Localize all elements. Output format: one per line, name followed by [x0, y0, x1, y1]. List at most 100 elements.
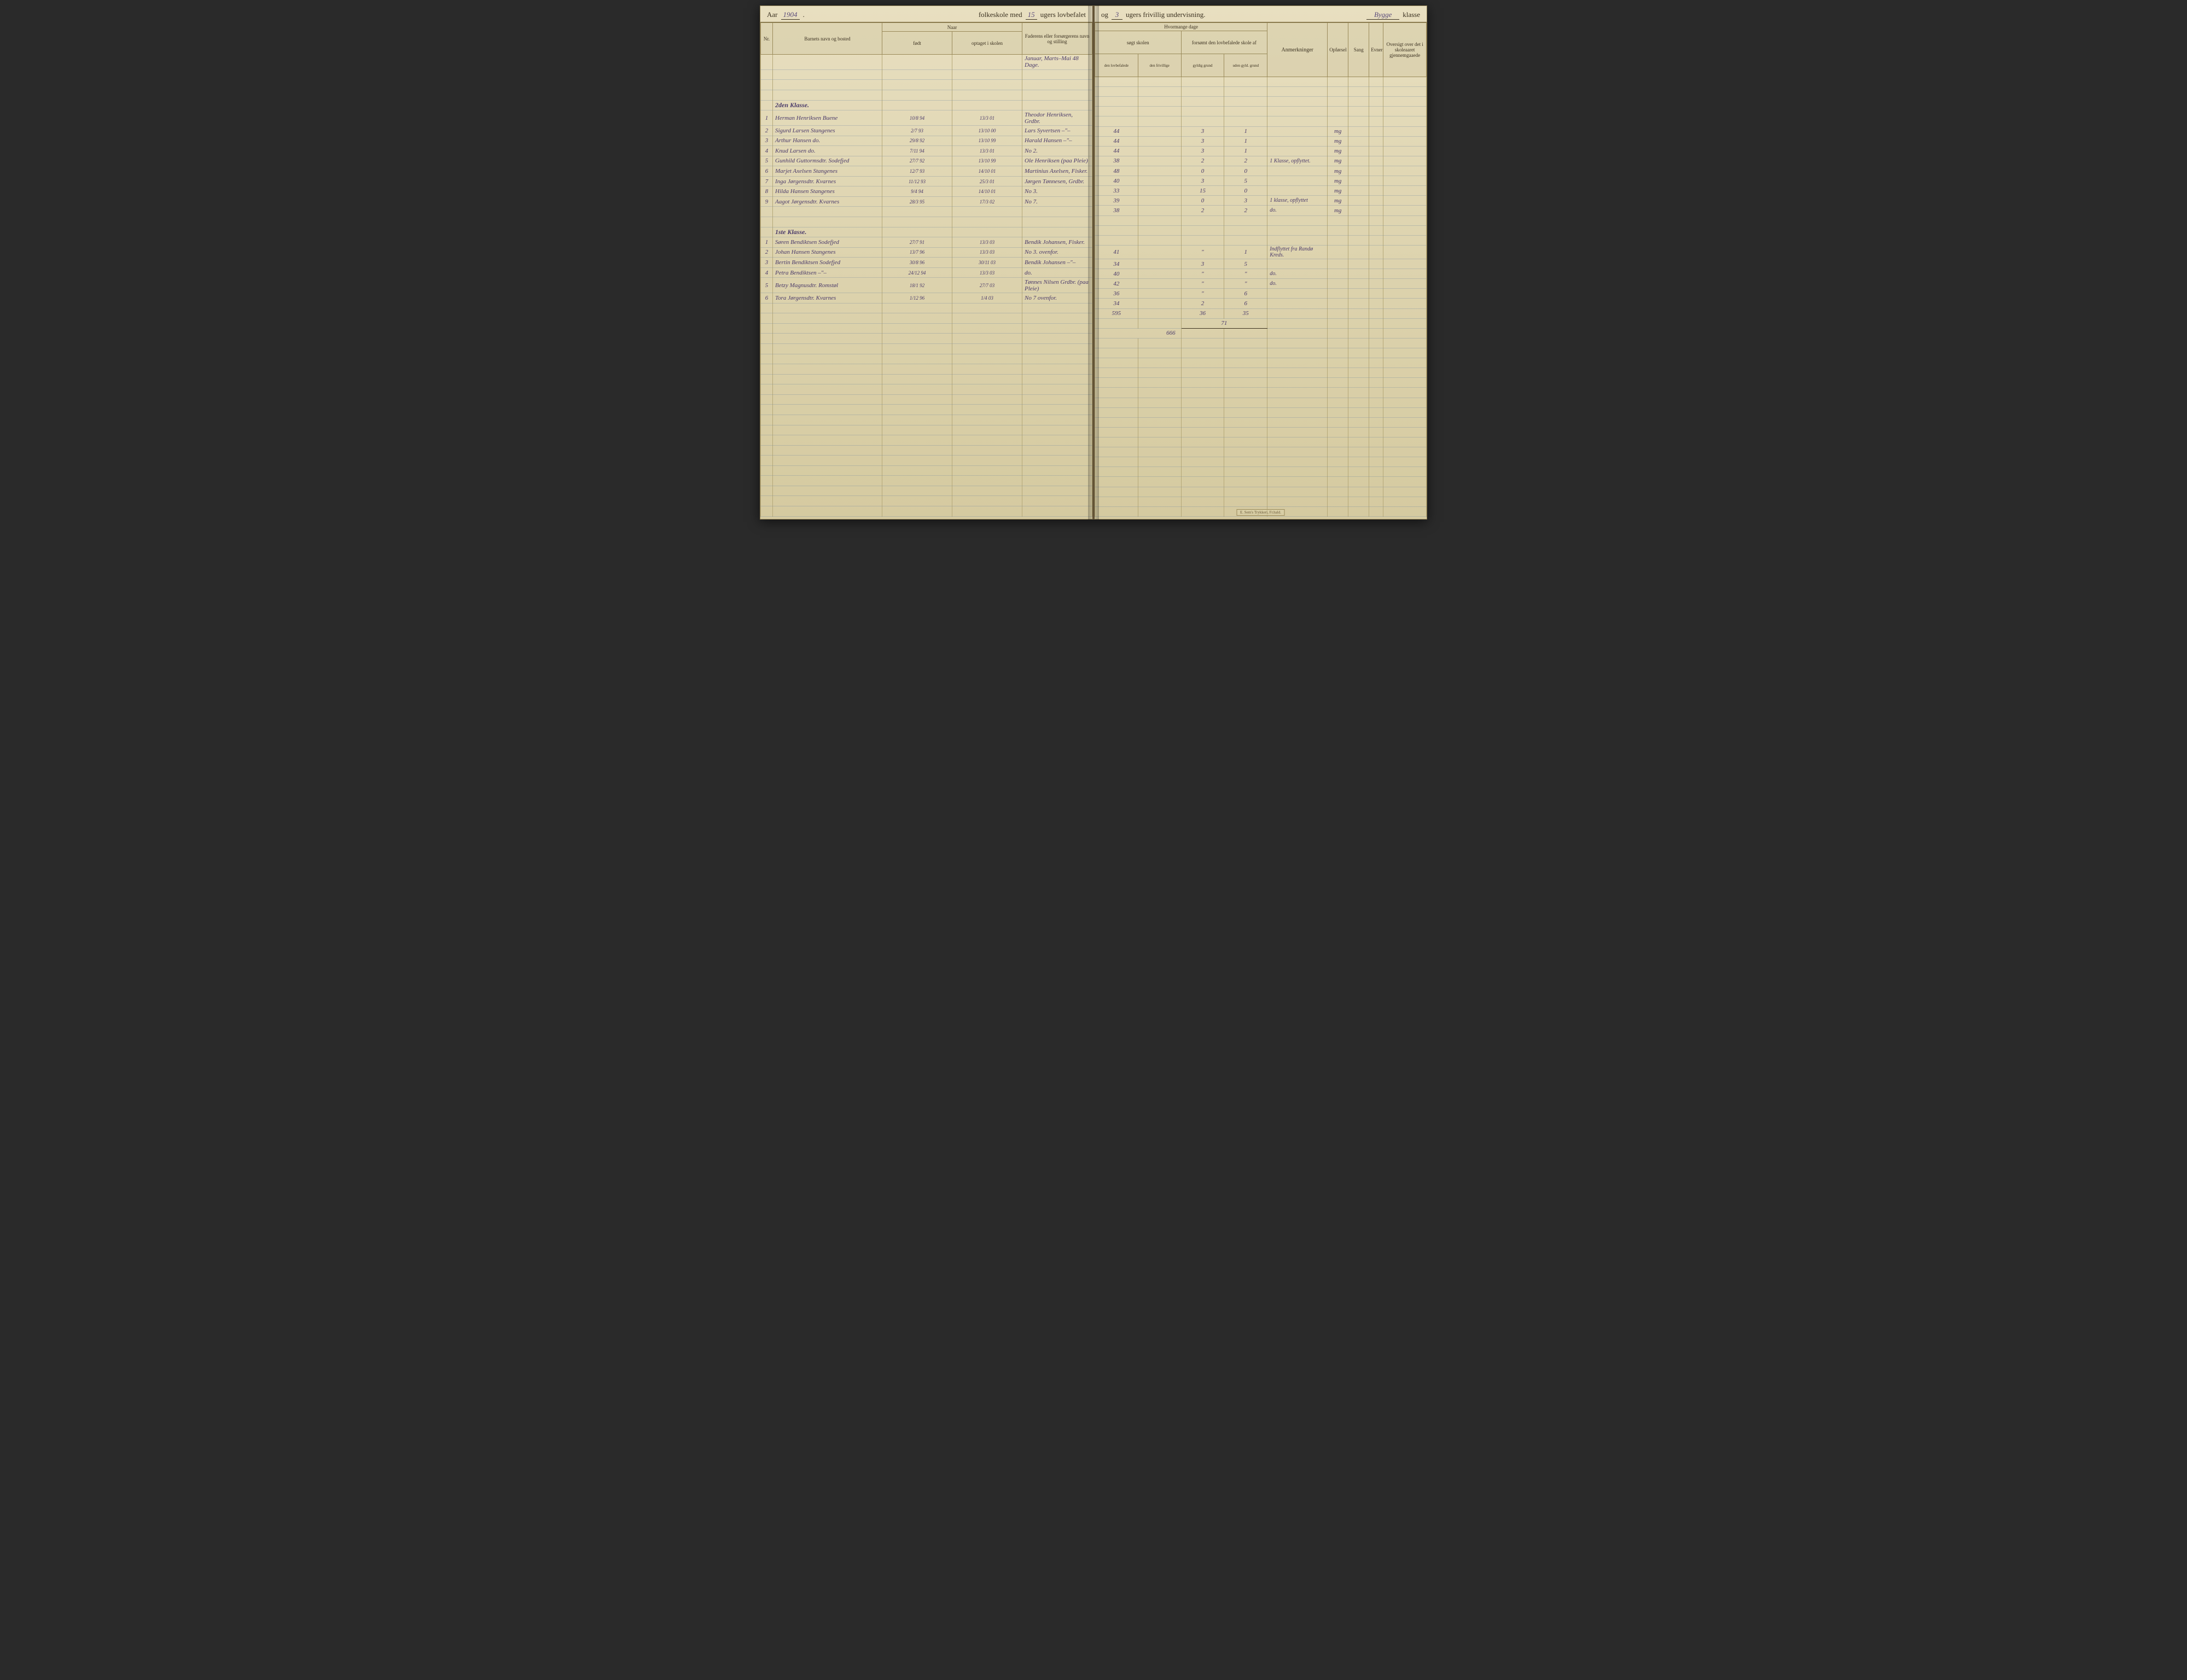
- table-row: 44 3 1 mg: [1095, 146, 1427, 156]
- row-nr: 2: [761, 247, 773, 258]
- remark: do.: [1267, 269, 1328, 279]
- father-name: Bendik Johansen –"–: [1022, 258, 1092, 268]
- conduct: [1328, 299, 1348, 308]
- remark: do.: [1267, 206, 1328, 215]
- table-row: 40 3 5 mg: [1095, 176, 1427, 186]
- days-3: 0: [1224, 186, 1267, 196]
- father-name: Harald Hansen –"–: [1022, 136, 1092, 146]
- remark: [1267, 126, 1328, 136]
- school-text-1: folkeskole med: [979, 10, 1022, 19]
- enrolled-date: 27/7 03: [952, 278, 1022, 293]
- child-name: Tora Jørgensdtr. Kvarnes: [773, 293, 882, 304]
- remark: [1267, 176, 1328, 186]
- days-3: 1: [1224, 126, 1267, 136]
- father-name: Tønnes Nilsen Grdbr. (paa Pleie): [1022, 278, 1092, 293]
- father-name: Ole Henriksen (paa Pleie): [1022, 156, 1092, 166]
- days-1: 38: [1095, 206, 1138, 215]
- child-name: Marjet Axelsen Stangenes: [773, 166, 882, 177]
- col-abs2: uden gyld. grund: [1224, 54, 1267, 77]
- days-3: 5: [1224, 259, 1267, 269]
- col-nr: Nr.: [761, 23, 773, 55]
- child-name: Johan Hansen Stangenes: [773, 247, 882, 258]
- table-row: 4 Knud Larsen do. 7/11 94 13/3 01 No 2.: [761, 146, 1092, 156]
- child-name: Sigurd Larsen Stangenes: [773, 125, 882, 136]
- days-3: 0: [1224, 166, 1267, 176]
- conduct: mg: [1328, 206, 1348, 215]
- col-att2: den frivillige: [1138, 54, 1181, 77]
- section1-title: 1ste Klasse.: [773, 227, 882, 237]
- table-row: 38 2 2 do. mg: [1095, 206, 1427, 215]
- table-row: 36 " 6: [1095, 289, 1427, 299]
- days-1: 34: [1095, 259, 1138, 269]
- days-1: 36: [1095, 289, 1138, 299]
- conduct: mg: [1328, 186, 1348, 196]
- born-date: 27/7 91: [882, 237, 952, 248]
- days-1: 40: [1095, 176, 1138, 186]
- conduct: [1328, 269, 1348, 279]
- class-label: klasse: [1403, 10, 1420, 19]
- father-name: No 7 ovenfor.: [1022, 293, 1092, 304]
- right-header: og 3 ugers frivillig undervisning. Bygge…: [1095, 6, 1427, 22]
- sum-mid: 71: [1181, 318, 1267, 328]
- term-note: Januar, Marts–Mai 48 Dage.: [1022, 55, 1092, 70]
- table-row: 5 Betzy Magnusdtr. Romstøl 18/1 92 27/7 …: [761, 278, 1092, 293]
- born-date: 13/7 96: [882, 247, 952, 258]
- row-nr: 4: [761, 146, 773, 156]
- table-row: 39 0 3 1 klasse, opflyttet mg: [1095, 196, 1427, 206]
- child-name: Herman Henriksen Buene: [773, 110, 882, 126]
- sum-row: 595 36 35: [1095, 308, 1427, 318]
- weeks-mandatory: 15: [1026, 10, 1037, 20]
- enrolled-date: 13/10 99: [952, 136, 1022, 146]
- table-row: 40 " " do.: [1095, 269, 1427, 279]
- col-ability: Evner: [1369, 23, 1383, 77]
- father-name: do.: [1022, 267, 1092, 278]
- row-nr: 6: [761, 293, 773, 304]
- born-date: 11/12 93: [882, 176, 952, 186]
- conduct: mg: [1328, 166, 1348, 176]
- table-row: 2 Sigurd Larsen Stangenes 2/7 93 13/10 0…: [761, 125, 1092, 136]
- conduct: mg: [1328, 136, 1348, 146]
- left-header: Aar 1904 . folkeskole med 15 ugers lovbe…: [760, 6, 1092, 22]
- sum-d1: 595: [1095, 308, 1138, 318]
- days-3: 6: [1224, 289, 1267, 299]
- days-2: 3: [1181, 146, 1224, 156]
- col-born: født: [882, 32, 952, 55]
- days-3: 1: [1224, 245, 1267, 259]
- born-date: 2/7 93: [882, 125, 952, 136]
- table-row: 3 Arthur Hansen do. 29/8 92 13/10 99 Har…: [761, 136, 1092, 146]
- table-row: 6 Tora Jørgensdtr. Kvarnes 1/12 96 1/4 0…: [761, 293, 1092, 304]
- row-nr: 5: [761, 278, 773, 293]
- remark: [1267, 166, 1328, 176]
- days-1: 44: [1095, 146, 1138, 156]
- child-name: Bertin Bendiktsen Sodefjed: [773, 258, 882, 268]
- days-1: 44: [1095, 136, 1138, 146]
- father-name: Martinius Axelsen, Fisker.: [1022, 166, 1092, 177]
- days-1: 40: [1095, 269, 1138, 279]
- table-row: 34 2 6: [1095, 299, 1427, 308]
- grand-total: 666: [1095, 328, 1182, 338]
- row-nr: 3: [761, 136, 773, 146]
- days-3: 2: [1224, 156, 1267, 166]
- table-row: 2 Johan Hansen Stangenes 13/7 96 13/3 03…: [761, 247, 1092, 258]
- enrolled-date: 17/3 02: [952, 196, 1022, 207]
- table-row: 8 Hilda Hansen Stangenes 9/4 94 14/10 01…: [761, 186, 1092, 197]
- child-name: Arthur Hansen do.: [773, 136, 882, 146]
- table-row: 41 " 1 Indflyttet fra Randø Kreds.: [1095, 245, 1427, 259]
- col-enrolled: optaget i skolen: [952, 32, 1022, 55]
- days-2: ": [1181, 289, 1224, 299]
- table-row: 5 Gunhild Guttormsdtr. Sodefjed 27/7 92 …: [761, 156, 1092, 166]
- father-name: Theodor Henriksen, Grdbr.: [1022, 110, 1092, 126]
- table-row: 44 3 1 mg: [1095, 136, 1427, 146]
- days-3: 1: [1224, 146, 1267, 156]
- col-conduct: Opførsel: [1328, 23, 1348, 77]
- conduct: mg: [1328, 146, 1348, 156]
- father-name: No 3.: [1022, 186, 1092, 197]
- child-name: Gunhild Guttormsdtr. Sodefjed: [773, 156, 882, 166]
- days-1: 42: [1095, 279, 1138, 289]
- child-name: Inga Jørgensdtr. Kvarnes: [773, 176, 882, 186]
- sum-d3: 35: [1224, 308, 1267, 318]
- days-3: 2: [1224, 206, 1267, 215]
- right-page: og 3 ugers frivillig undervisning. Bygge…: [1094, 5, 1427, 520]
- printer-footer: E. Sem's Trykkeri, Fr.hald.: [1236, 509, 1285, 516]
- remark: Indflyttet fra Randø Kreds.: [1267, 245, 1328, 259]
